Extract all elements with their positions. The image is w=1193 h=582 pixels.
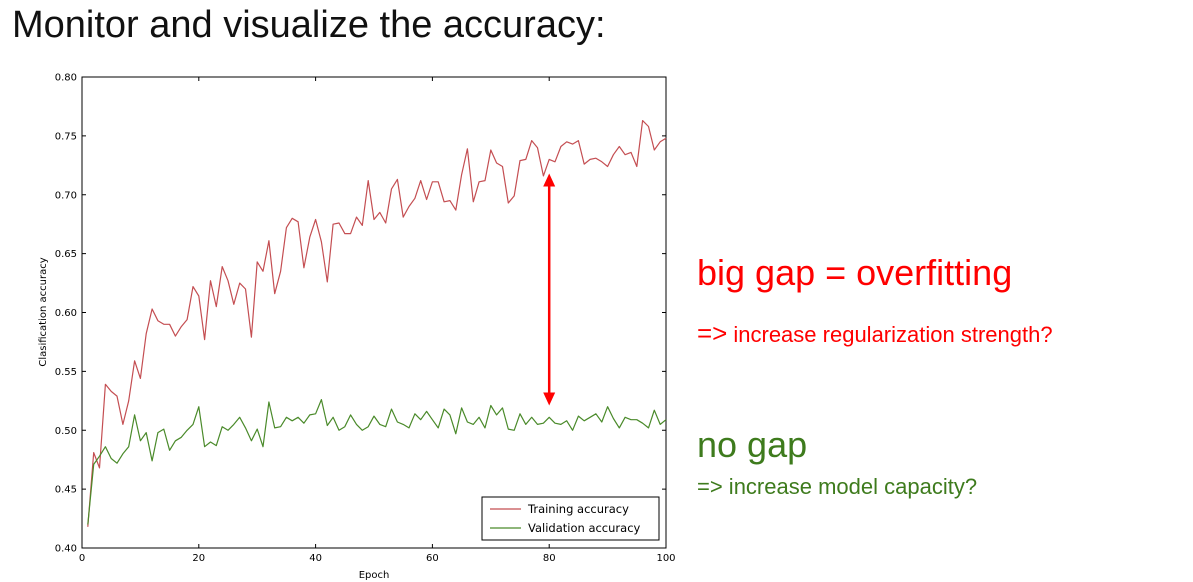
x-axis-label: Epoch [359, 570, 390, 581]
legend-box [481, 496, 660, 541]
x-tick-label: 60 [426, 553, 439, 564]
legend: Training accuracy Validation accuracy [481, 496, 660, 541]
legend-training-label: Training accuracy [527, 502, 629, 516]
x-tick-label: 100 [656, 553, 675, 564]
y-tick-label: 0.65 [55, 249, 77, 260]
overfit-suggestion-line: => increase regularization strength? [697, 318, 1053, 349]
gap-arrow-head-up [543, 173, 556, 187]
gap-arrow [543, 173, 556, 406]
y-tick-label: 0.40 [55, 544, 77, 555]
y-tick-label: 0.70 [55, 190, 77, 201]
nogap-heading: no gap [697, 424, 808, 465]
axis-ticks: 0 20 40 60 80 100 0.40 0.45 0.50 0.55 0.60 0.65 0.70… [55, 73, 676, 565]
x-tick-label: 0 [79, 553, 85, 564]
nogap-suggestion: => increase model capacity? [697, 474, 978, 499]
overfit-heading: big gap = overfitting [697, 252, 1013, 293]
x-tick-label: 80 [543, 553, 556, 564]
series-lines [87, 119, 667, 527]
x-tick-label: 20 [192, 553, 205, 564]
overfit-suggestion: increase regularization strength? [733, 322, 1053, 347]
validation-accuracy-line [87, 399, 667, 525]
x-tick-label: 40 [309, 553, 322, 564]
gap-arrow-head-down [543, 392, 556, 406]
y-tick-label: 0.45 [55, 485, 77, 496]
y-axis-label: Clasification accuracy [38, 257, 49, 366]
training-accuracy-line [87, 119, 667, 527]
y-tick-label: 0.60 [55, 308, 77, 319]
implies-arrow: => [697, 318, 728, 348]
plot-area [81, 76, 667, 549]
y-tick-label: 0.75 [55, 131, 77, 142]
legend-validation-label: Validation accuracy [528, 521, 641, 535]
y-tick-label: 0.50 [55, 426, 77, 437]
y-tick-label: 0.55 [55, 367, 77, 378]
slide-title: Monitor and visualize the accuracy: [12, 4, 606, 46]
y-tick-label: 0.80 [55, 73, 77, 84]
